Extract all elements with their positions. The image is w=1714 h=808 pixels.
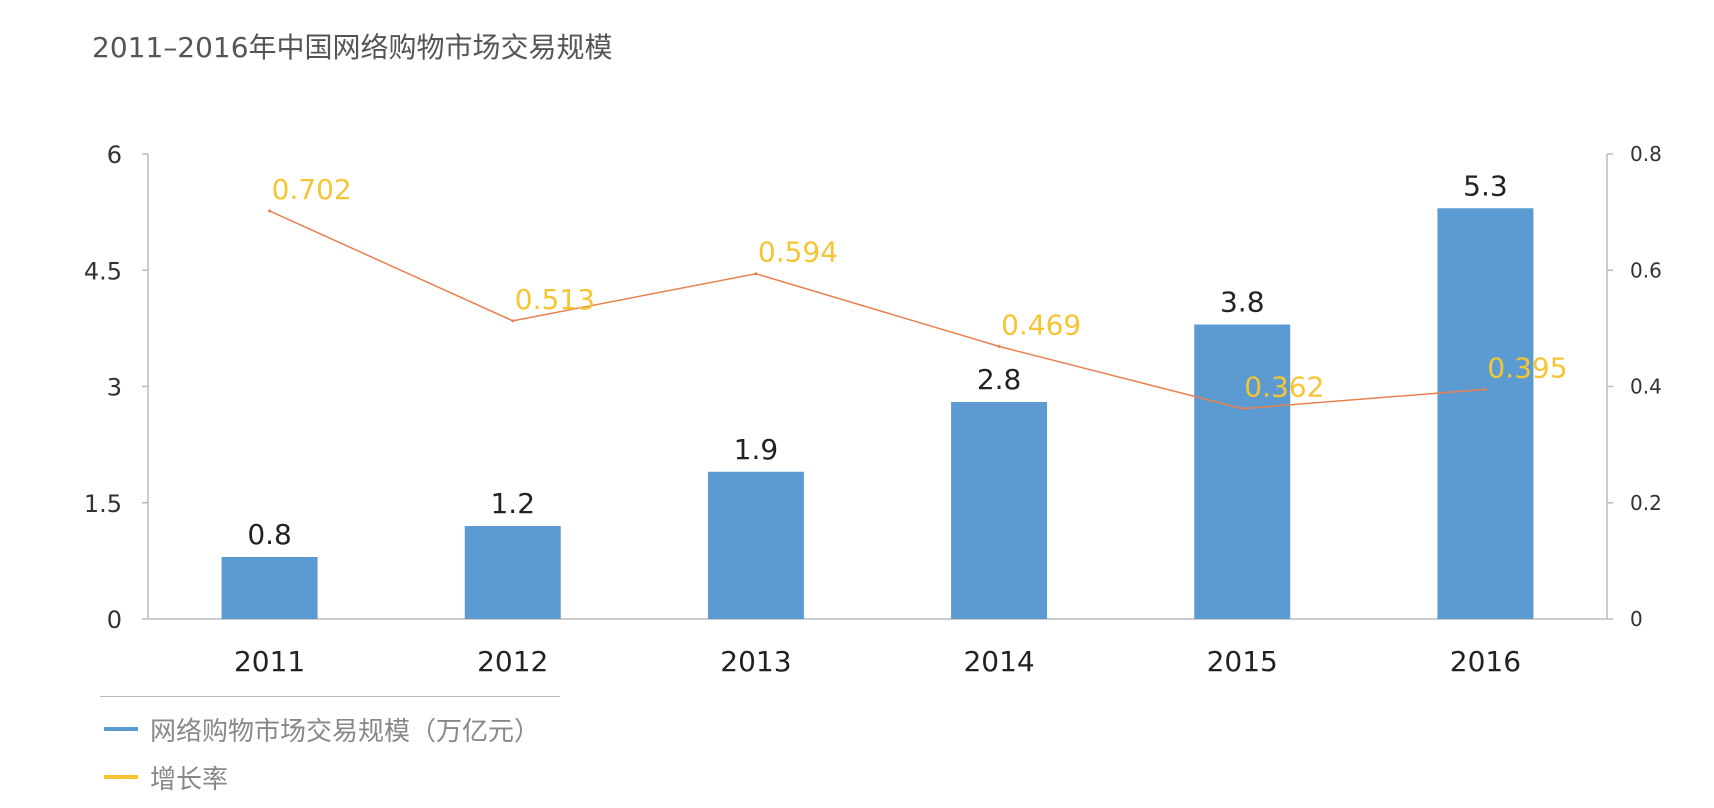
bar-value-label: 2.8 [977,363,1022,396]
legend-swatch-volume [104,727,138,731]
data-labels: 0.8 1.2 1.9 2.8 3.8 5.3 0.702 0.513 0.594 0.469 0.… [247,169,1567,551]
growth-rate-label: 0.395 [1487,351,1567,384]
bar-value-label: 3.8 [1220,286,1265,319]
growth-rate-point [997,344,1001,348]
y-tick-right-label: 0.4 [1630,375,1662,399]
growth-rate-point [754,272,758,276]
growth-rate-point [511,319,515,323]
bar [1194,324,1291,619]
x-tick-label: 2013 [720,645,791,678]
legend-item-growth: 增长率 [104,760,229,795]
legend-label-volume: 网络购物市场交易规模（万亿元） [150,716,541,747]
x-tick-label: 2016 [1450,645,1521,678]
growth-rate-label: 0.702 [272,173,352,206]
x-tick-label: 2015 [1207,645,1278,678]
chart-title: 2011–2016年中国网络购物市场交易规模 [92,31,613,64]
growth-rate-label: 0.594 [758,236,838,269]
x-tick-label: 2012 [477,645,548,678]
growth-rate-label: 0.469 [1001,308,1081,341]
line-series [268,209,1487,411]
legend-item-volume: 网络购物市场交易规模（万亿元） [104,712,541,747]
y-tick-left-label: 3 [107,374,122,402]
bar-value-label: 5.3 [1463,169,1508,202]
bar [464,526,561,619]
y-tick-right-label: 0.8 [1630,142,1662,166]
bar [951,402,1048,619]
y-tick-right-label: 0.2 [1630,491,1662,515]
bar-value-label: 1.9 [734,433,779,466]
bar [707,471,804,619]
legend-divider [100,696,560,697]
bar [221,557,318,619]
legend-label-growth: 增长率 [150,764,229,795]
x-tick-label: 2014 [963,645,1034,678]
growth-rate-point [268,209,272,213]
x-tick-label: 2011 [234,645,305,678]
bar-value-label: 0.8 [247,518,292,551]
bar-value-label: 1.2 [490,487,535,520]
y-tick-left-label: 6 [107,141,122,169]
y-tick-left-label: 1.5 [84,490,122,518]
growth-rate-label: 0.513 [515,283,595,316]
y-tick-right-label: 0 [1630,607,1643,631]
y-tick-left-label: 4.5 [84,257,122,285]
legend-swatch-growth [104,775,138,779]
bar-series [221,208,1534,619]
growth-rate-point [1240,407,1244,411]
growth-rate-line [269,210,1486,410]
growth-rate-point [1483,387,1487,391]
axes: 0 1.5 3 4.5 6 0 0.2 0.4 0.6 0.8 2011 2012 2013 2014 20… [84,141,1662,678]
growth-rate-label: 0.362 [1244,371,1324,404]
y-tick-right-label: 0.6 [1630,258,1662,282]
bar [1437,208,1534,619]
y-tick-left-label: 0 [107,606,122,634]
